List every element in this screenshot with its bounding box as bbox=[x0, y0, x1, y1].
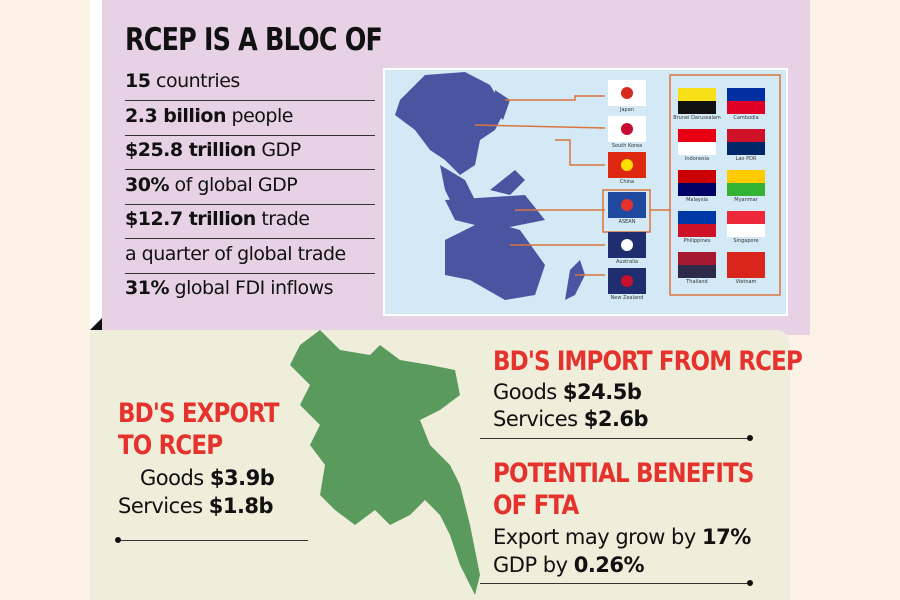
flag-0 bbox=[608, 80, 646, 106]
flag-3 bbox=[608, 192, 646, 218]
stat-divider bbox=[125, 203, 375, 205]
asean-flag-9 bbox=[727, 252, 765, 278]
export-title-1: BD'S EXPORT bbox=[118, 398, 280, 429]
asean-flag-label: Myanmar bbox=[734, 197, 758, 203]
export-leader-line bbox=[118, 540, 308, 541]
benefits-dot bbox=[747, 580, 753, 586]
flag-label: South Korea bbox=[611, 143, 643, 149]
stat-divider bbox=[125, 100, 375, 101]
stat-item: $25.8 trillion GDP bbox=[125, 139, 301, 161]
flag-label: China bbox=[619, 179, 635, 185]
asean-flag-label: Malaysia bbox=[686, 197, 708, 203]
flag-label: Japan bbox=[620, 107, 634, 113]
benefits-title-2: OF FTA bbox=[493, 490, 579, 521]
flag-1 bbox=[608, 116, 646, 142]
benefits-leader-line bbox=[480, 583, 750, 584]
benefits-title-1: POTENTIAL BENEFITS bbox=[493, 458, 754, 489]
asean-flag-label: Brunei Darussalam bbox=[673, 115, 721, 121]
benefits-gdp: GDP by 0.26% bbox=[493, 553, 645, 577]
asean-flag-6 bbox=[678, 211, 716, 237]
stat-item: 31% global FDI inflows bbox=[125, 277, 334, 299]
import-goods: Goods $24.5b bbox=[493, 380, 642, 404]
import-services: Services $2.6b bbox=[493, 407, 649, 431]
asean-flag-label: Philippines bbox=[683, 238, 711, 244]
stat-item: 15 countries bbox=[125, 70, 240, 92]
rcep-title: RCEP IS A BLOC OF bbox=[125, 22, 383, 58]
stat-divider bbox=[125, 238, 375, 239]
stat-item: 2.3 billion people bbox=[125, 104, 293, 127]
flag-5 bbox=[608, 268, 646, 294]
asean-flag-label: Vietnam bbox=[735, 279, 757, 285]
asean-flag-label: Singapore bbox=[733, 238, 759, 244]
asean-flag-4 bbox=[678, 170, 716, 196]
rcep-map bbox=[383, 68, 788, 316]
asean-flag-8 bbox=[678, 252, 716, 278]
asean-flag-3 bbox=[727, 129, 765, 155]
stat-item: $12.7 trillion trade bbox=[125, 208, 310, 230]
asean-flag-7 bbox=[727, 211, 765, 237]
export-services: Services $1.8b bbox=[118, 494, 274, 518]
flag-4 bbox=[608, 232, 646, 258]
stat-item: 30% of global GDP bbox=[125, 173, 298, 196]
export-dot bbox=[115, 537, 121, 543]
asean-flag-label: Thailand bbox=[686, 279, 708, 285]
stat-divider bbox=[125, 169, 375, 170]
benefits-export: Export may grow by 17% bbox=[493, 525, 751, 549]
flag-2 bbox=[608, 152, 646, 178]
stat-divider bbox=[125, 272, 375, 274]
flag-label: Australia bbox=[615, 259, 639, 265]
stat-divider bbox=[125, 134, 375, 136]
asia-pacific-map bbox=[395, 72, 781, 300]
flag-label: ASEAN bbox=[618, 219, 636, 225]
flag-label: New Zealand bbox=[610, 295, 644, 301]
import-title: BD'S IMPORT FROM RCEP bbox=[493, 346, 803, 377]
bangladesh-map bbox=[290, 330, 480, 595]
asean-flag-0 bbox=[678, 88, 716, 114]
asean-flag-5 bbox=[727, 170, 765, 196]
asean-flag-1 bbox=[727, 88, 765, 114]
stat-item: a quarter of global trade bbox=[125, 242, 346, 265]
asean-flag-label: Lao PDR bbox=[735, 156, 757, 162]
asean-flag-2 bbox=[678, 129, 716, 155]
export-title-2: TO RCEP bbox=[118, 430, 223, 461]
corner-triangle bbox=[90, 318, 102, 330]
import-leader-line bbox=[480, 438, 750, 439]
export-goods: Goods $3.9b bbox=[140, 466, 275, 490]
asean-flag-label: Indonesia bbox=[684, 156, 710, 162]
import-dot bbox=[747, 435, 753, 441]
asean-flag-label: Cambodia bbox=[733, 115, 759, 121]
